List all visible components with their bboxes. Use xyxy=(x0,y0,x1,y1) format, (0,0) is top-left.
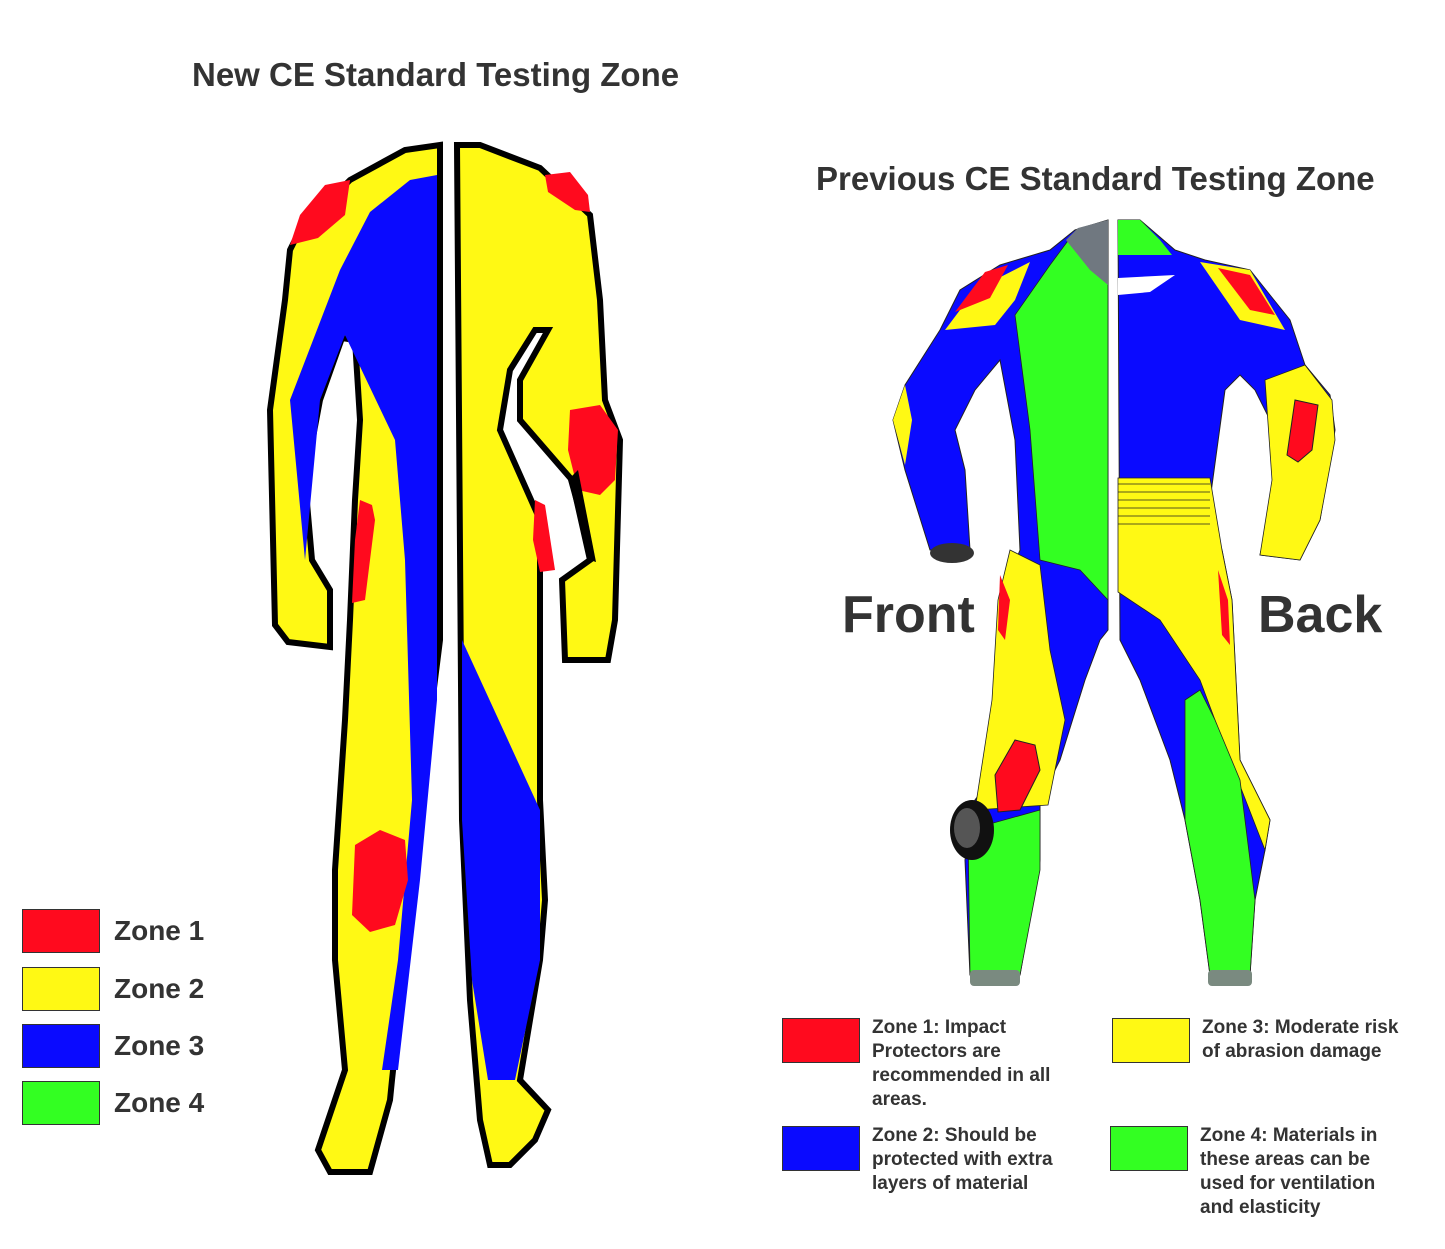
zone-4-swatch xyxy=(1110,1126,1188,1171)
zone-2-swatch xyxy=(782,1126,860,1171)
legend-label: Zone 3 xyxy=(114,1030,205,1061)
legend-label: Zone 2 xyxy=(114,973,205,1004)
new-suit-front-half xyxy=(266,141,443,1175)
legend-new-zone-3: Zone 3 xyxy=(22,1024,204,1068)
legend-text: Zone 2: Should be protected with extra l… xyxy=(872,1125,1053,1194)
legend-prev-zone-1: Zone 1: Impact Protectors are recommende… xyxy=(782,1017,1051,1112)
legend-text: Zone 3: Moderate risk of abrasion damage xyxy=(1202,1017,1399,1062)
legend-label: Zone 4 xyxy=(114,1087,205,1118)
legend-prev-zone-4: Zone 4: Materials in these areas can be … xyxy=(1110,1125,1378,1220)
zone-3-swatch xyxy=(22,1024,100,1068)
new-standard-title: New CE Standard Testing Zone xyxy=(192,56,680,93)
previous-suit-back xyxy=(1117,219,1336,986)
zone-1-swatch xyxy=(782,1018,860,1063)
legend-text: Zone 4: Materials in these areas can be … xyxy=(1200,1125,1378,1218)
legend-new-zone-2: Zone 2 xyxy=(22,967,204,1011)
legend-prev-zone-2: Zone 2: Should be protected with extra l… xyxy=(782,1125,1053,1196)
legend-text: Zone 1: Impact Protectors are recommende… xyxy=(872,1017,1051,1110)
zone-3-swatch xyxy=(1112,1018,1190,1063)
legend-new-zone-4: Zone 4 xyxy=(22,1081,204,1125)
legend-label: Zone 1 xyxy=(114,915,205,946)
zone-1-swatch xyxy=(22,909,100,953)
previous-suit-front xyxy=(892,219,1109,986)
previous-standard-title: Previous CE Standard Testing Zone xyxy=(816,160,1375,197)
legend-new-zone-1: Zone 1 xyxy=(22,909,204,953)
zone-4-swatch xyxy=(22,1081,100,1125)
front-label: Front xyxy=(842,586,975,644)
back-label: Back xyxy=(1258,586,1383,644)
legend-prev-zone-3: Zone 3: Moderate risk of abrasion damage xyxy=(1112,1017,1399,1064)
new-suit-back-half xyxy=(453,142,624,1168)
zone1-shoulder xyxy=(290,180,350,245)
zone-2-swatch xyxy=(22,967,100,1011)
